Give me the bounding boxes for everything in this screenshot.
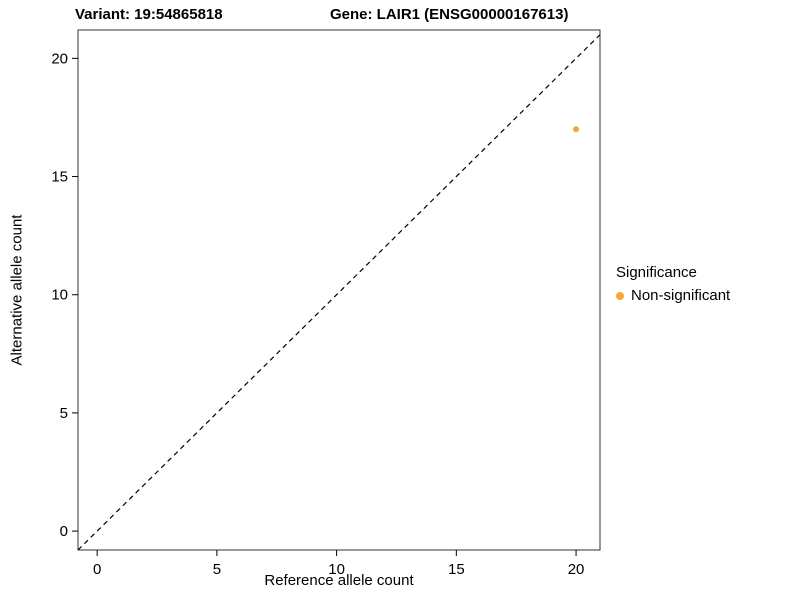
x-axis-label: Reference allele count xyxy=(264,572,414,589)
y-tick-label: 15 xyxy=(51,169,68,186)
x-tick-label: 15 xyxy=(448,561,465,578)
y-tick-label: 20 xyxy=(51,50,68,67)
y-tick-label: 5 xyxy=(60,405,68,422)
data-point xyxy=(573,126,580,133)
x-tick-label: 0 xyxy=(93,561,101,578)
identity-line xyxy=(77,34,601,551)
x-tick-label: 10 xyxy=(328,561,345,578)
legend-entry-label: Non-significant xyxy=(631,287,731,304)
plot-title-gene: Gene: LAIR1 (ENSG00000167613) xyxy=(330,6,569,23)
panel-border xyxy=(77,29,601,551)
legend: Significance Non-significant xyxy=(616,264,730,304)
plot-title-variant: Variant: 19:54865818 xyxy=(75,6,223,23)
x-tick-label: 5 xyxy=(213,561,221,578)
legend-swatch-icon xyxy=(616,291,624,300)
legend-title: Significance xyxy=(616,264,697,281)
legend-entry: Non-significant xyxy=(616,287,730,304)
y-tick-label: 0 xyxy=(60,523,68,540)
x-tick-label: 20 xyxy=(568,561,585,578)
y-axis-label: Alternative allele count xyxy=(8,214,26,366)
y-tick-label: 10 xyxy=(51,287,68,304)
